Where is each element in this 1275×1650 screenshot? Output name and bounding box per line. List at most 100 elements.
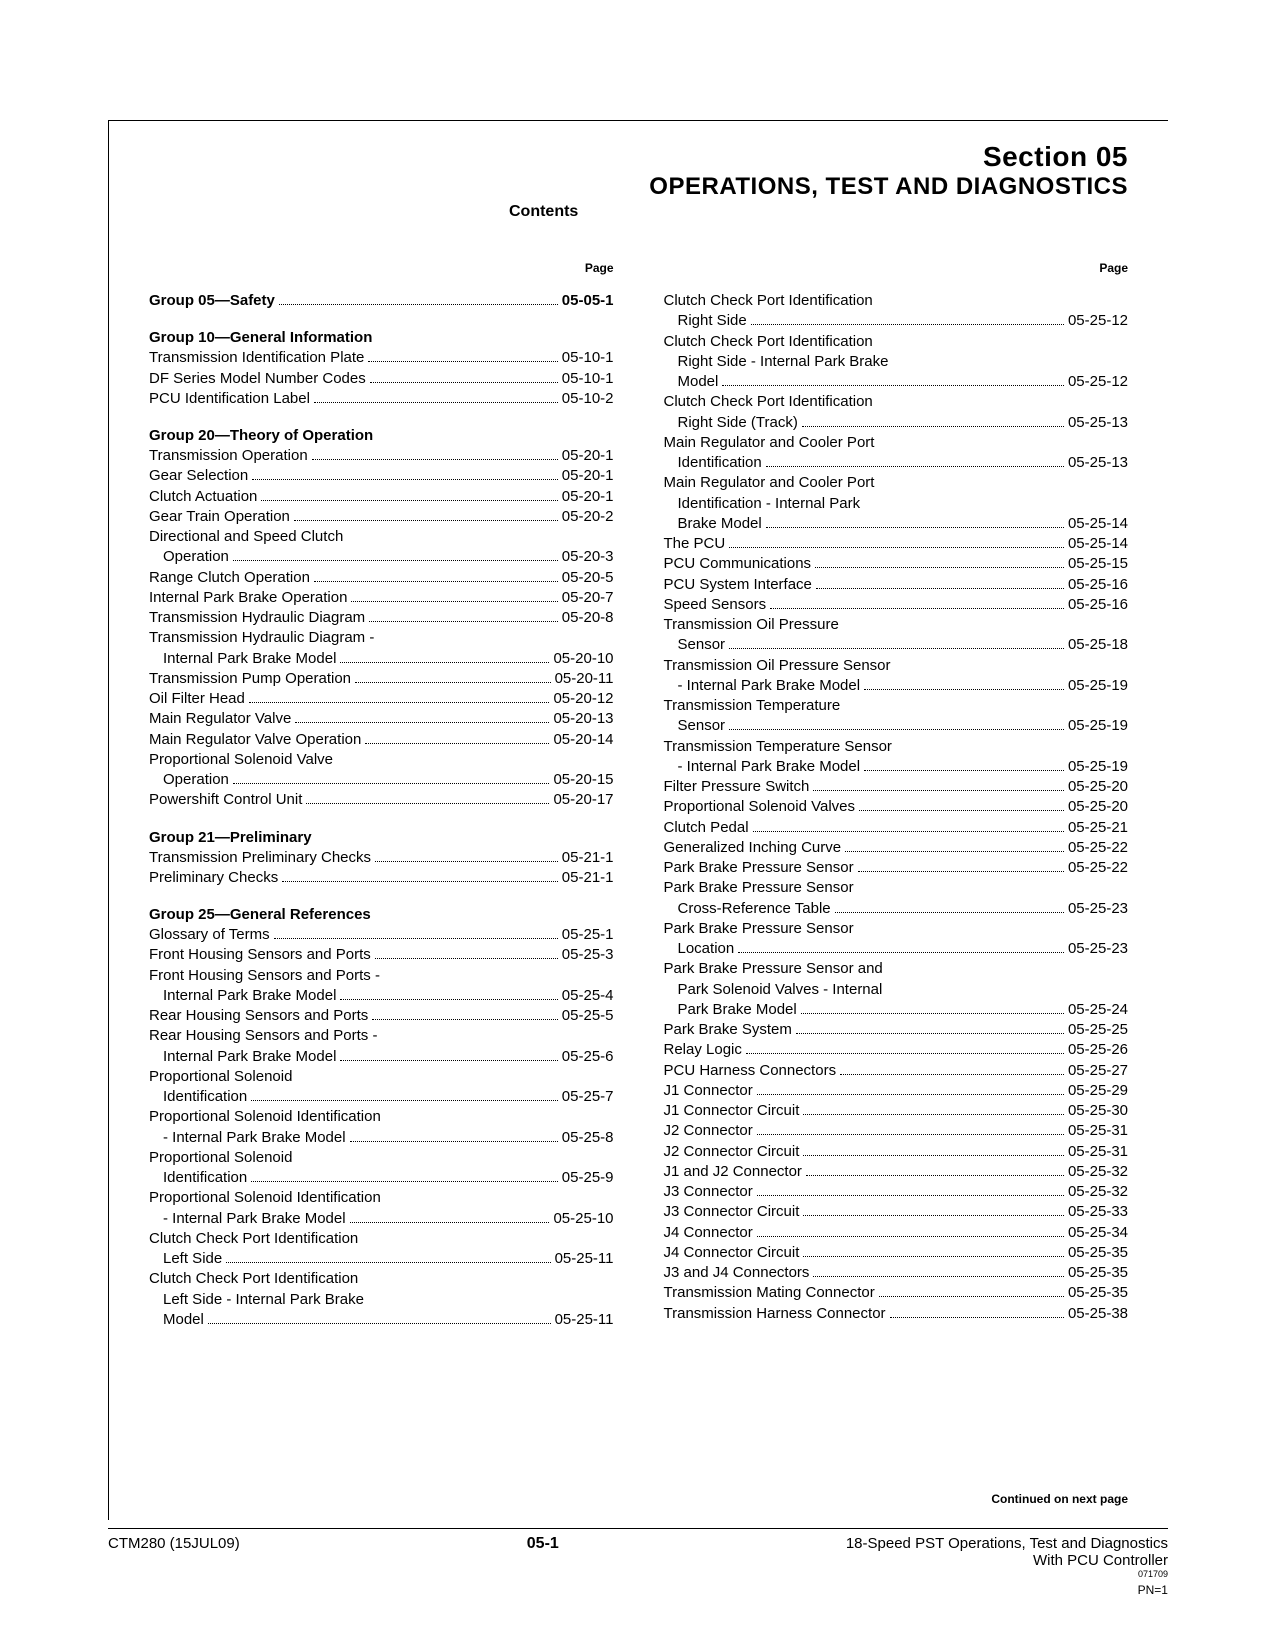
toc-leader-dots xyxy=(350,1141,558,1142)
toc-leader-dots xyxy=(757,1195,1064,1196)
toc-page-ref: 05-25-5 xyxy=(562,1006,614,1026)
toc-page-ref: 05-25-30 xyxy=(1068,1101,1128,1121)
toc-entry-continuation: Rear Housing Sensors and Ports - xyxy=(149,1026,614,1046)
toc-page-ref: 05-25-12 xyxy=(1068,372,1128,392)
toc-leader-dots xyxy=(840,1074,1064,1075)
toc-entry-continuation: Transmission Temperature Sensor xyxy=(664,737,1129,757)
toc-page-ref: 05-21-1 xyxy=(562,868,614,888)
toc-page-ref: 05-25-22 xyxy=(1068,838,1128,858)
toc-entry-label: Transmission Hydraulic Diagram - xyxy=(149,628,374,648)
toc-page-ref: 05-25-22 xyxy=(1068,858,1128,878)
toc-leader-dots xyxy=(722,385,1064,386)
toc-entry-label: Range Clutch Operation xyxy=(149,568,310,588)
toc-page-ref: 05-05-1 xyxy=(562,291,614,311)
section-title: OPERATIONS, TEST AND DIAGNOSTICS xyxy=(149,173,1128,201)
toc-entry: Main Regulator Valve05-20-13 xyxy=(149,709,614,729)
toc-page-ref: 05-20-13 xyxy=(553,709,613,729)
toc-entry: Park Brake System05-25-25 xyxy=(664,1020,1129,1040)
toc-leader-dots xyxy=(835,912,1064,913)
header-block: Section 05 OPERATIONS, TEST AND DIAGNOST… xyxy=(149,141,1128,221)
toc-entry-label: Cross-Reference Table xyxy=(664,899,831,919)
toc-page-ref: 05-20-10 xyxy=(553,649,613,669)
toc-entry: Transmission Identification Plate05-10-1 xyxy=(149,348,614,368)
toc-group-heading: Group 20—Theory of Operation xyxy=(149,427,614,444)
toc-page-ref: 05-20-17 xyxy=(553,790,613,810)
toc-page-ref: 05-25-12 xyxy=(1068,311,1128,331)
toc-entry-label: Glossary of Terms xyxy=(149,925,270,945)
toc-entry-label: Transmission Operation xyxy=(149,446,308,466)
toc-page-ref: 05-25-16 xyxy=(1068,575,1128,595)
toc-entry: J3 Connector05-25-32 xyxy=(664,1182,1129,1202)
toc-entry-label: Proportional Solenoid Identification xyxy=(149,1188,381,1208)
toc-entry-label: Main Regulator and Cooler Port xyxy=(664,473,875,493)
toc-page-ref: 05-25-3 xyxy=(562,945,614,965)
toc-group-heading: Group 10—General Information xyxy=(149,329,614,346)
toc-entry: Range Clutch Operation 05-20-5 xyxy=(149,568,614,588)
toc-entry: Transmission Preliminary Checks05-21-1 xyxy=(149,848,614,868)
toc-entry-label: Left Side xyxy=(149,1249,222,1269)
toc-entry-label: Park Solenoid Valves - Internal xyxy=(664,980,883,1000)
toc-entry-label: Identification - Internal Park xyxy=(664,494,861,514)
toc-page-ref: 05-10-1 xyxy=(562,369,614,389)
toc-page-ref: 05-25-7 xyxy=(562,1087,614,1107)
toc-entry-label: Internal Park Brake Operation xyxy=(149,588,347,608)
toc-entry-continuation: Park Brake Pressure Sensor xyxy=(664,878,1129,898)
toc-page-ref: 05-20-5 xyxy=(562,568,614,588)
toc-entry-label: - Internal Park Brake Model xyxy=(149,1209,346,1229)
toc-leader-dots xyxy=(757,1134,1064,1135)
toc-entry: Speed Sensors05-25-16 xyxy=(664,595,1129,615)
toc-entry-continuation: Proportional Solenoid Valve xyxy=(149,750,614,770)
toc-page-ref: 05-25-18 xyxy=(1068,635,1128,655)
toc-entry: The PCU05-25-14 xyxy=(664,534,1129,554)
toc-page-ref: 05-25-14 xyxy=(1068,514,1128,534)
toc-entry-label: Clutch Check Port Identification xyxy=(149,1269,358,1289)
toc-entry-label: Filter Pressure Switch xyxy=(664,777,810,797)
toc-page-ref: 05-25-19 xyxy=(1068,676,1128,696)
toc-entry-continuation: Clutch Check Port Identification xyxy=(664,291,1129,311)
toc-entry-continuation: Clutch Check Port Identification xyxy=(149,1229,614,1249)
toc-entry-label: Front Housing Sensors and Ports - xyxy=(149,966,380,986)
toc-page-ref: 05-25-11 xyxy=(555,1249,614,1269)
toc-leader-dots xyxy=(251,1100,558,1101)
toc-entry-continuation: Proportional Solenoid xyxy=(149,1148,614,1168)
toc-page-ref: 05-25-6 xyxy=(562,1047,614,1067)
toc-entry-continuation: Park Solenoid Valves - Internal xyxy=(664,980,1129,1000)
toc-leader-dots xyxy=(757,1236,1064,1237)
toc-entry-label: Model xyxy=(149,1310,204,1330)
toc-entry: Preliminary Checks05-21-1 xyxy=(149,868,614,888)
toc-page-ref: 05-25-23 xyxy=(1068,899,1128,919)
toc-leader-dots xyxy=(295,722,549,723)
toc-leader-dots xyxy=(890,1317,1064,1318)
toc-entry-label: Gear Train Operation xyxy=(149,507,290,527)
toc-entry-label: Main Regulator Valve Operation xyxy=(149,730,361,750)
page-frame: Section 05 OPERATIONS, TEST AND DIAGNOST… xyxy=(108,120,1168,1520)
toc-entry-label: Clutch Actuation xyxy=(149,487,257,507)
toc-page-ref: 05-20-1 xyxy=(562,446,614,466)
toc-entry: PCU Identification Label05-10-2 xyxy=(149,389,614,409)
toc-entry-continuation: Main Regulator and Cooler Port xyxy=(664,433,1129,453)
toc-entry-label: PCU Harness Connectors xyxy=(664,1061,837,1081)
toc-entry-label: DF Series Model Number Codes xyxy=(149,369,366,389)
toc-entry: J1 Connector Circuit05-25-30 xyxy=(664,1101,1129,1121)
toc-entry-label: Proportional Solenoid Valve xyxy=(149,750,333,770)
toc-entry-label: PCU Identification Label xyxy=(149,389,310,409)
toc-leader-dots xyxy=(368,361,557,362)
toc-entry: Identification05-25-13 xyxy=(664,453,1129,473)
toc-entry: Internal Park Brake Operation05-20-7 xyxy=(149,588,614,608)
toc-entry-continuation: Proportional Solenoid xyxy=(149,1067,614,1087)
toc-group-label: Group 05—Safety xyxy=(149,291,275,311)
toc-leader-dots xyxy=(806,1175,1064,1176)
toc-entry-label: The PCU xyxy=(664,534,726,554)
toc-entry: Sensor05-25-18 xyxy=(664,635,1129,655)
toc-entry: Powershift Control Unit05-20-17 xyxy=(149,790,614,810)
toc-entry-label: Operation xyxy=(149,547,229,567)
toc-leader-dots xyxy=(816,588,1064,589)
toc-column-left: Page Group 05—Safety05-05-1Group 10—Gene… xyxy=(149,261,614,1330)
toc-leader-dots xyxy=(813,1276,1064,1277)
toc-entry-label: Proportional Solenoid xyxy=(149,1067,292,1087)
toc-page-ref: 05-25-38 xyxy=(1068,1304,1128,1324)
toc-leader-dots xyxy=(859,810,1064,811)
toc-page-ref: 05-25-21 xyxy=(1068,818,1128,838)
toc-entry-label: Transmission Identification Plate xyxy=(149,348,364,368)
toc-leader-dots xyxy=(803,1256,1064,1257)
